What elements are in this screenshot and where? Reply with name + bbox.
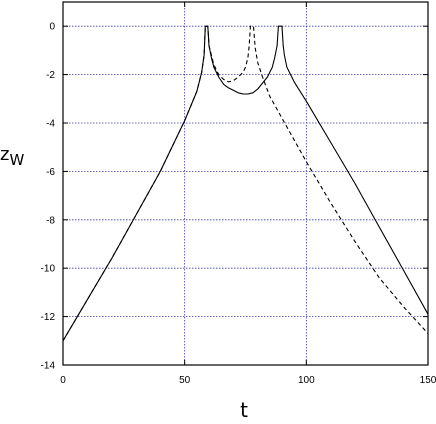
solid-series-line [62,25,429,342]
y-tick-label: -6 [46,167,55,178]
y-axis-title-main: z [0,144,9,165]
axis-ticks [62,2,429,366]
y-tick-label: -8 [46,215,55,226]
plot-frame [62,1,429,366]
x-tick-label: 50 [179,375,191,386]
y-tick-label: -2 [46,70,55,81]
x-axis-title: t [240,398,248,422]
grid-lines [63,2,428,365]
y-tick-label: -4 [46,119,55,130]
y-tick-label: 0 [49,22,55,33]
x-tick-label: 150 [420,375,436,386]
y-axis-title: zW [0,144,24,169]
tick-labels: 0 50 100 150 0 -2 -4 -6 -8 -10 -12 -14 [41,22,436,386]
series-lines [62,25,429,342]
y-axis-title-subscript: W [9,151,24,169]
dashed-series-line [62,25,429,342]
y-tick-label: -14 [41,361,56,372]
y-tick-label: -12 [41,312,56,323]
y-tick-label: -10 [41,264,56,275]
x-tick-label: 0 [60,375,66,386]
x-tick-label: 100 [298,375,315,386]
